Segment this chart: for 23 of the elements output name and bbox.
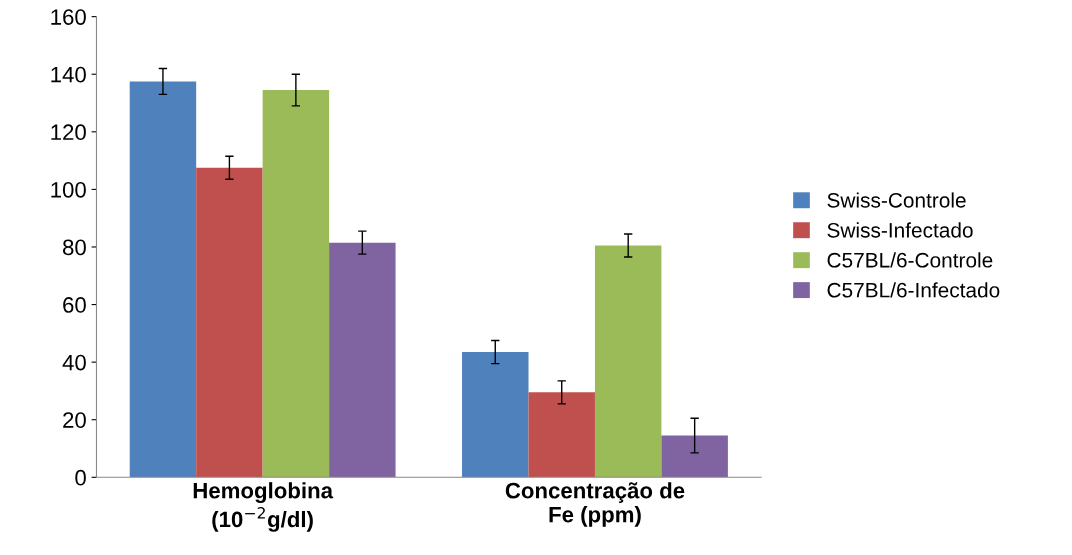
bar — [528, 392, 595, 478]
legend-label: Swiss-Infectado — [827, 222, 973, 238]
bar — [129, 81, 197, 478]
bar — [196, 167, 263, 478]
x-tick-label: Hemoglobina (10$^{−2}$g/dl) — [193, 482, 334, 532]
y-tick-label: 60 — [63, 297, 86, 313]
legend-label: C57BL/6-Infectado — [827, 282, 1000, 298]
y-tick-label: 40 — [62, 354, 86, 371]
y-tick-label: 0 — [75, 469, 86, 486]
y-tick-label: 100 — [51, 181, 86, 198]
y-tick-label: 140 — [51, 66, 86, 83]
y-tick-label: 20 — [63, 412, 86, 428]
bar — [462, 352, 529, 478]
bar — [661, 435, 728, 478]
x-tick-label: Concentração de Fe (ppm) — [505, 482, 685, 527]
bar — [594, 245, 662, 478]
bar — [262, 90, 330, 478]
y-tick-label: 80 — [63, 239, 86, 256]
y-tick-label: 120 — [51, 124, 86, 141]
legend-label: Swiss-Controle — [827, 192, 966, 208]
bar — [329, 242, 396, 478]
y-tick-label: 160 — [51, 9, 86, 25]
legend-label: C57BL/6-Controle — [827, 252, 993, 268]
